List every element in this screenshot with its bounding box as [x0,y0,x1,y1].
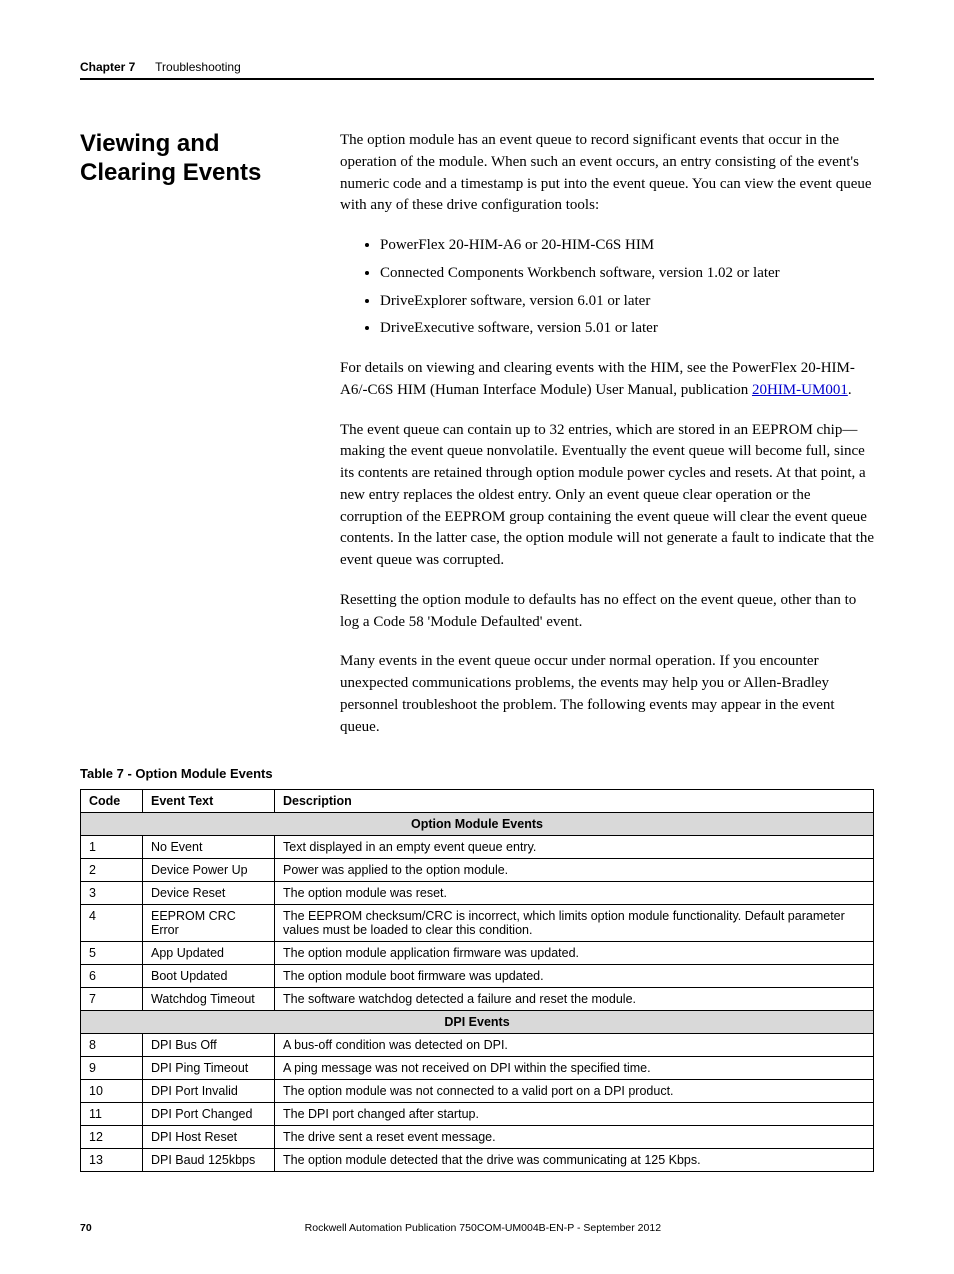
chapter-title: Troubleshooting [155,60,241,74]
table-row: 11DPI Port ChangedThe DPI port changed a… [81,1103,874,1126]
publication-info: Rockwell Automation Publication 750COM-U… [305,1222,661,1234]
table-row: 6Boot UpdatedThe option module boot firm… [81,965,874,988]
manual-link[interactable]: 20HIM-UM001 [752,382,848,398]
chapter-number: Chapter 7 [80,60,135,74]
list-item: DriveExplorer software, version 6.01 or … [380,291,874,313]
list-item: PowerFlex 20-HIM-A6 or 20-HIM-C6S HIM [380,235,874,257]
page-footer: 70 Rockwell Automation Publication 750CO… [80,1222,874,1234]
paragraph-details: For details on viewing and clearing even… [340,358,874,402]
col-header-desc: Description [275,790,874,813]
table-row: 4EEPROM CRC ErrorThe EEPROM checksum/CRC… [81,905,874,942]
col-header-code: Code [81,790,143,813]
table-row: 2Device Power UpPower was applied to the… [81,859,874,882]
section-title: Viewing and Clearing Events [80,130,310,188]
table-row: 13DPI Baud 125kbpsThe option module dete… [81,1149,874,1172]
paragraph-queue: The event queue can contain up to 32 ent… [340,420,874,572]
page-number: 70 [80,1222,92,1234]
table-row: 1No EventText displayed in an empty even… [81,836,874,859]
col-header-event: Event Text [143,790,275,813]
table-row: 10DPI Port InvalidThe option module was … [81,1080,874,1103]
table-section-header: DPI Events [81,1011,874,1034]
list-item: Connected Components Workbench software,… [380,263,874,285]
events-table: Code Event Text Description Option Modul… [80,789,874,1172]
table-row: 8DPI Bus OffA bus-off condition was dete… [81,1034,874,1057]
table-row: 5App UpdatedThe option module applicatio… [81,942,874,965]
list-item: DriveExecutive software, version 5.01 or… [380,318,874,340]
table-caption: Table 7 - Option Module Events [80,766,874,781]
table-row: 3Device ResetThe option module was reset… [81,882,874,905]
table-row: 7Watchdog TimeoutThe software watchdog d… [81,988,874,1011]
page-header: Chapter 7 Troubleshooting [80,60,874,80]
tools-list: PowerFlex 20-HIM-A6 or 20-HIM-C6S HIM Co… [340,235,874,340]
paragraph-reset: Resetting the option module to defaults … [340,590,874,634]
paragraph-intro: The option module has an event queue to … [340,130,874,217]
paragraph-events: Many events in the event queue occur und… [340,651,874,738]
table-row: 12DPI Host ResetThe drive sent a reset e… [81,1126,874,1149]
table-section-header: Option Module Events [81,813,874,836]
table-row: 9DPI Ping TimeoutA ping message was not … [81,1057,874,1080]
